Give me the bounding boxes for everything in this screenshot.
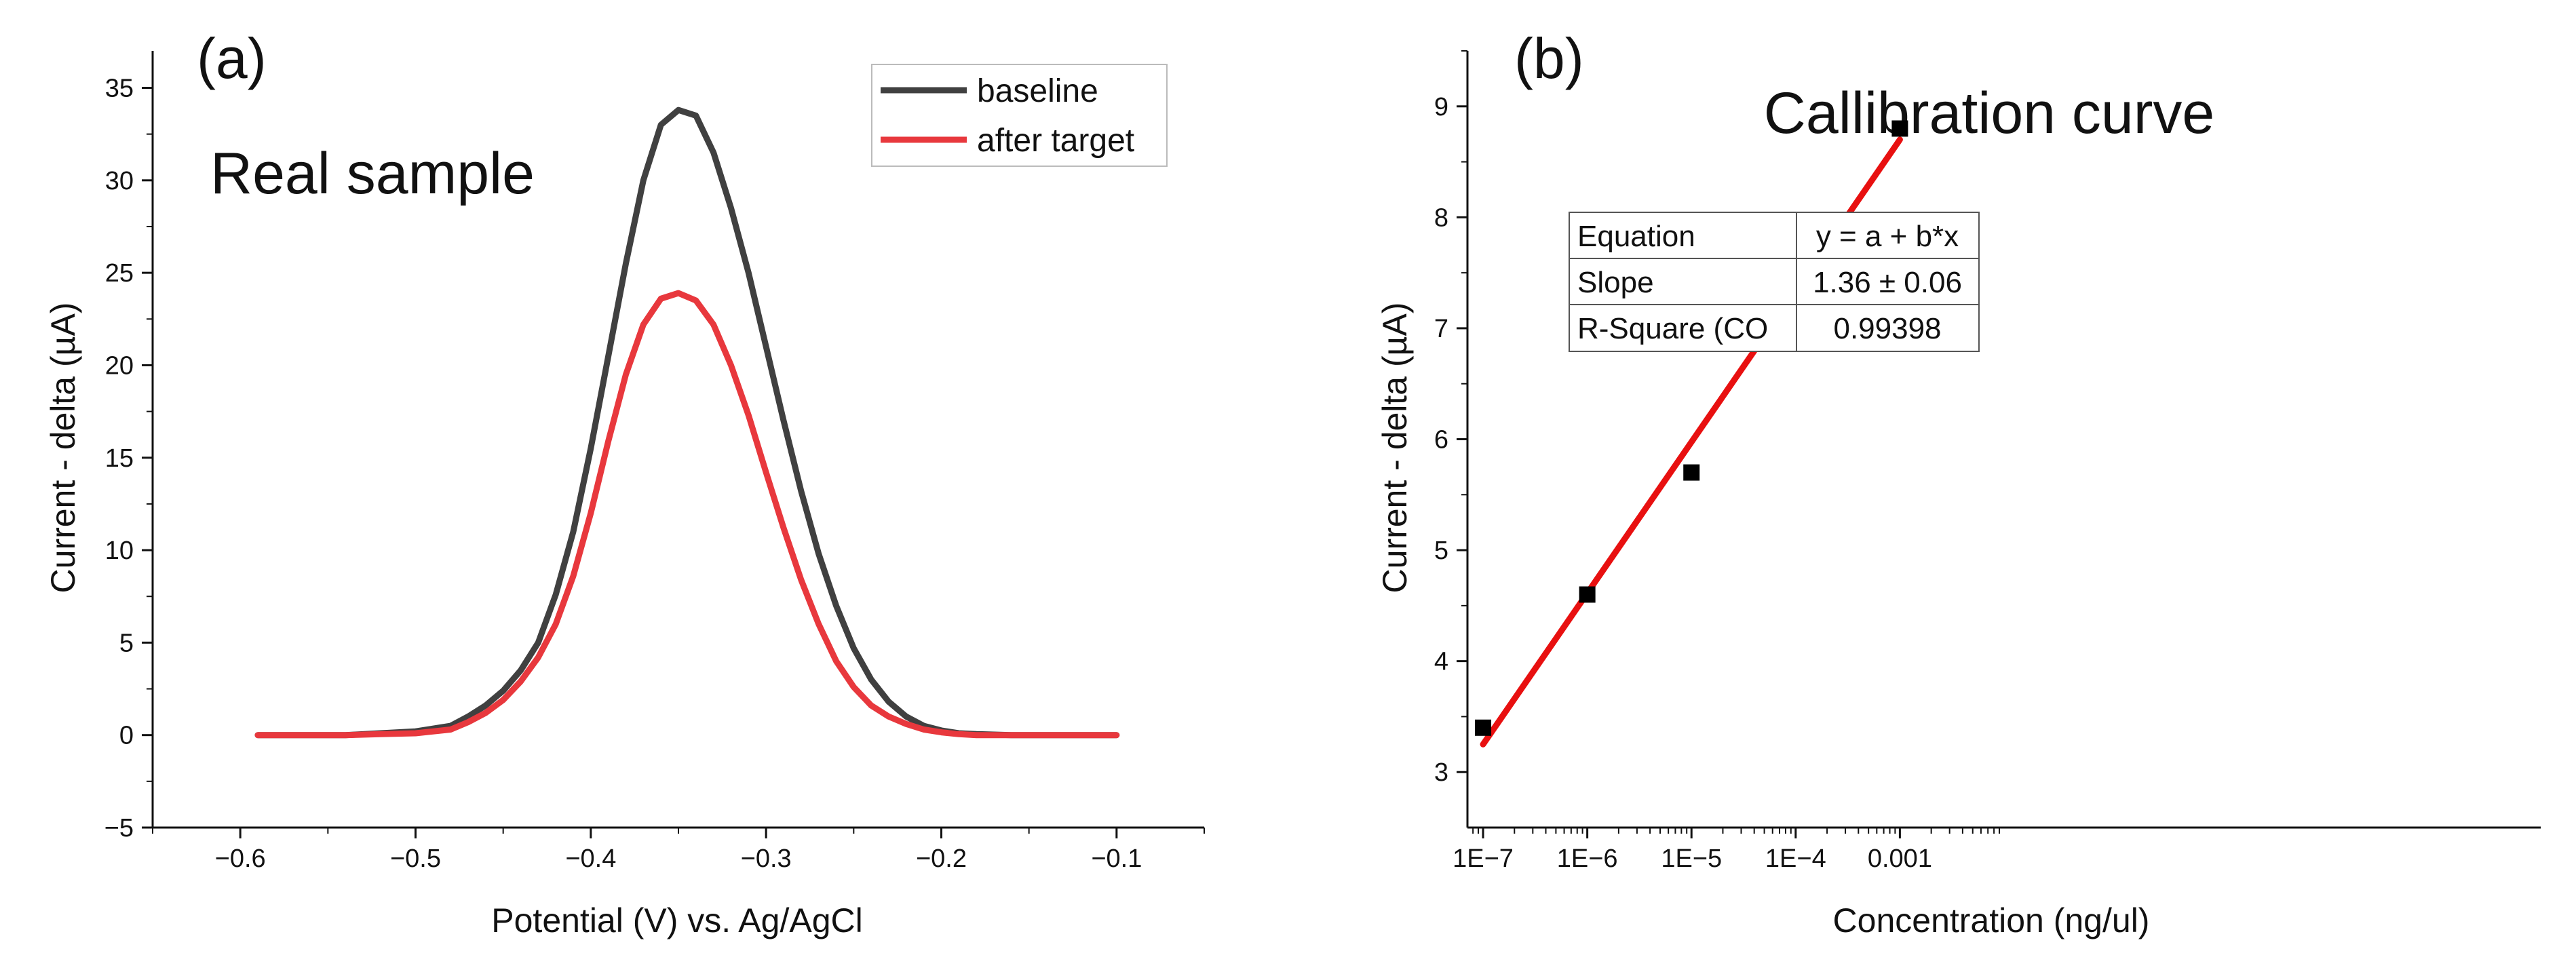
panel-b-x-tick-label: 1E−5: [1661, 845, 1722, 873]
panel-a-x-tick-label: −0.5: [390, 845, 441, 873]
panel-a-y-tick-label: 15: [105, 444, 134, 473]
panel-a-y-tick-label: 35: [105, 75, 134, 103]
stats-row-equation-value: y = a + b*x: [1816, 220, 1959, 253]
panel-a-x-tick-label: −0.6: [215, 845, 266, 873]
panel-b-y-tick-label: 4: [1434, 648, 1448, 676]
panel-a-x-tick-label: −0.4: [565, 845, 616, 873]
panel-b-y-tick-label: 6: [1434, 426, 1448, 454]
panel-b-title: Callibration curve: [1764, 81, 2214, 146]
panel-b-x-tick-label: 1E−4: [1765, 845, 1826, 873]
panel-b-axes: 1E−7 1E−6 1E−5 1E−4 0.001 3 4 5 6 7 8 9: [1434, 50, 2541, 873]
panel-a-legend: baseline after target: [871, 64, 1168, 167]
data-point: [1683, 464, 1700, 481]
panel-a-y-tick-label: 20: [105, 351, 134, 380]
panel-a-y-tick-label: 25: [105, 259, 134, 288]
stats-table-border: [1569, 212, 1980, 352]
panel-b-y-tick-label: 3: [1434, 758, 1448, 787]
legend-label-after-target: after target: [977, 123, 1134, 159]
panel-a-label: (a): [197, 26, 267, 90]
panel-b-label: (b): [1514, 26, 1584, 90]
data-point: [1579, 586, 1596, 603]
panel-a-y-tick-label: −5: [104, 814, 134, 842]
panel-a-x-axis-label: Potential (V) vs. Ag/AgCl: [491, 901, 862, 939]
panel-a-y-axis-label: Current - delta (µA): [44, 303, 82, 594]
panel-b-stats-table: Equation y = a + b*x Slope 1.36 ± 0.06 R…: [1569, 212, 1980, 352]
panel-b-y-tick-label: 5: [1434, 537, 1448, 565]
panel-b-x-axis-label: Concentration (ng/ul): [1833, 901, 2150, 939]
panel-b-y-axis-label: Current - delta (µA): [1376, 303, 1414, 594]
data-point: [1891, 120, 1908, 137]
panel-a-y-tick-label: 10: [105, 537, 134, 565]
stats-row-rsquare-value: 0.99398: [1833, 312, 1941, 345]
stats-row-slope-value: 1.36 ± 0.06: [1813, 266, 1962, 299]
panel-a-series-group: [254, 106, 1120, 739]
stats-row-equation-label: Equation: [1577, 220, 1695, 253]
panel-b-x-tick-label: 0.001: [1868, 845, 1932, 873]
panel-a-legend-box: [871, 64, 1168, 167]
panel-a-x-tick-label: −0.2: [916, 845, 967, 873]
panel-b-x-tick-label: 1E−7: [1453, 845, 1514, 873]
panel-a-chart: (a) Real sample Potential (V) vs. Ag/AgC…: [44, 26, 1205, 939]
stats-row-rsquare-label: R-Square (CO: [1577, 312, 1768, 345]
stats-row-slope-label: Slope: [1577, 266, 1654, 299]
panel-a-y-tick-label: 0: [119, 722, 134, 750]
panel-a-axes: −0.6 −0.5 −0.4 −0.3 −0.2 −0.1 −5 0 5 10 15 20 25 30 35: [104, 51, 1205, 873]
panel-b-chart: (b) Callibration curve Concentration (ng…: [1376, 26, 2541, 939]
panel-b-x-tick-label: 1E−6: [1557, 845, 1618, 873]
panel-a-title: Real sample: [210, 141, 535, 206]
panel-a-x-tick-label: −0.3: [741, 845, 792, 873]
data-point: [1475, 719, 1492, 736]
panel-a-y-tick-label: 5: [119, 629, 134, 657]
panel-a-x-tick-label: −0.1: [1091, 845, 1142, 873]
panel-b-y-tick-label: 7: [1434, 315, 1448, 343]
series-line-after-target: [254, 290, 1120, 739]
legend-label-baseline: baseline: [977, 73, 1098, 109]
panel-b-points-group: [1475, 120, 1908, 736]
panel-a-y-tick-label: 30: [105, 167, 134, 195]
panel-b-y-tick-label: 8: [1434, 203, 1448, 232]
panel-b-y-tick-label: 9: [1434, 93, 1448, 121]
